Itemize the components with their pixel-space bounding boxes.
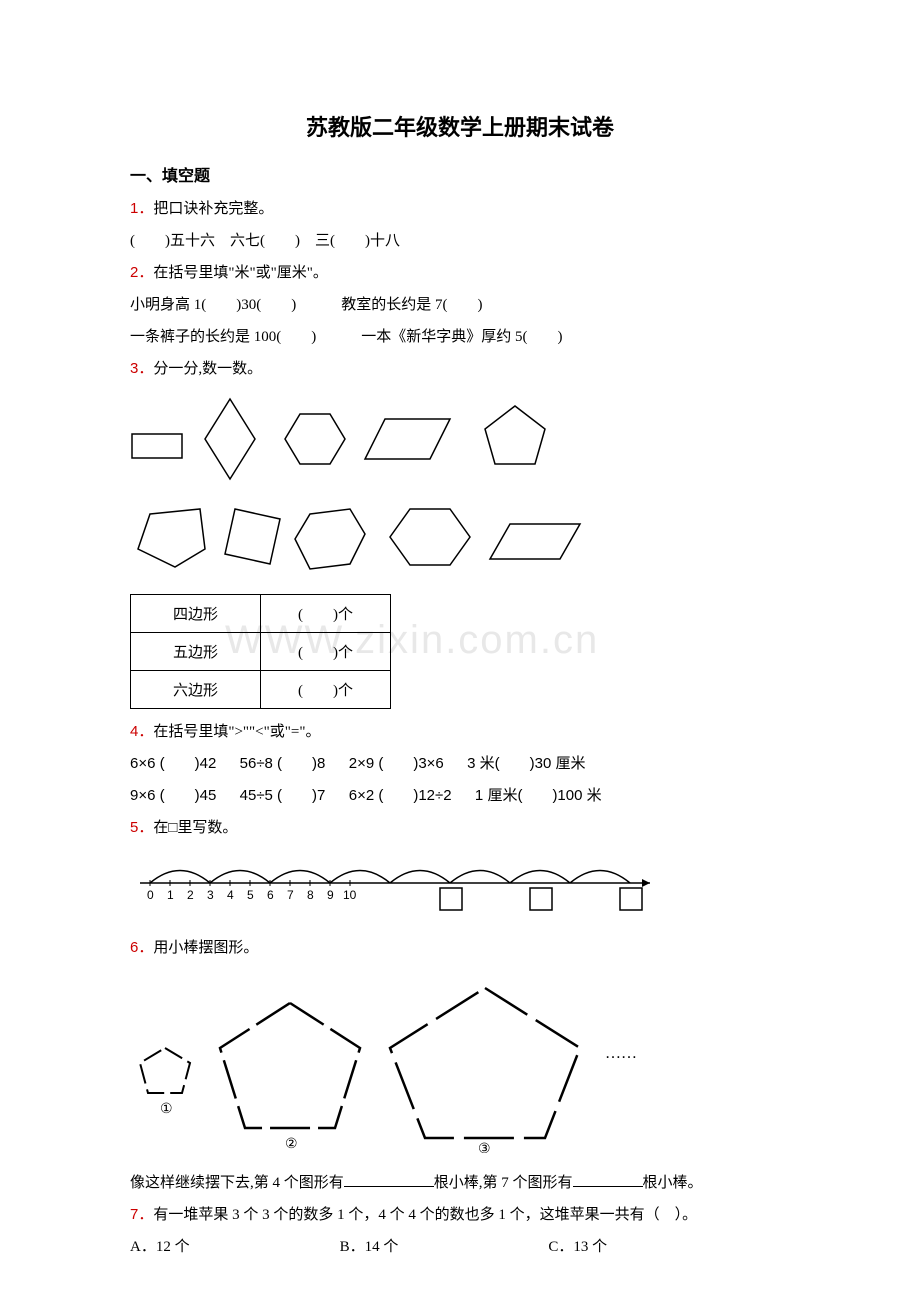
svg-text:9: 9 [327,888,334,902]
q6-num: 6． [130,939,153,956]
cell-label: 六边形 [131,671,261,709]
pentagon-label-2: ② [285,1137,298,1152]
page-title: 苏教版二年级数学上册期末试卷 [130,110,790,142]
cell-label: 四边形 [131,595,261,633]
q2-body: 在括号里填"米"或"厘米"。 [153,265,328,281]
pentagons: ① ② ③ …… [130,973,790,1158]
pentagon-label-1: ① [160,1102,173,1117]
svg-text:6: 6 [267,888,274,902]
number-line: 0 1 2 3 4 5 6 7 8 9 10 [130,853,790,918]
section-1-header: 一、填空题 [130,162,790,186]
q1-line2: ( )五十六 六七( ) 三( )十八 [130,226,790,256]
q5-body: 在□里写数。 [153,820,237,836]
q3-num: 3． [130,360,153,377]
svg-text:0: 0 [147,888,154,902]
pentagons-svg: ① ② ③ …… [130,973,690,1153]
q6-body: 用小棒摆图形。 [153,940,258,956]
q4-line3: 9×6 ( )45 45÷5 ( )7 6×2 ( )12÷2 1 厘米( )1… [130,781,790,811]
cell-value: ( )个 [261,671,391,709]
q7-options: A．12 个 B．14 个 C．13 个 [130,1232,790,1262]
q5-text: 5．在□里写数。 [130,813,790,843]
svg-text:10: 10 [343,888,357,902]
svg-text:4: 4 [227,888,234,902]
svg-text:3: 3 [207,888,214,902]
q3-text: 3．分一分,数一数。 [130,354,790,384]
q1-num: 1． [130,200,153,217]
q6-l2c: 根小棒。 [643,1175,703,1191]
number-line-svg: 0 1 2 3 4 5 6 7 8 9 10 [130,853,660,913]
svg-text:1: 1 [167,888,174,902]
q2-line2: 小明身高 1( )30( ) 教室的长约是 7( ) [130,290,790,320]
q4-body: 在括号里填">""<"或"="。 [153,724,320,740]
q1-text: 1．把口诀补充完整。 [130,194,790,224]
shape-count-table: 四边形 ( )个 五边形 ( )个 六边形 ( )个 [130,594,391,709]
ellipsis: …… [605,1045,637,1062]
shapes-svg-2 [130,499,610,579]
blank-2 [573,1173,643,1187]
table-row: 四边形 ( )个 [131,595,391,633]
option-c: C．13 个 [548,1232,607,1262]
q1-body: 把口诀补充完整。 [153,201,273,217]
q4-line2: 6×6 ( )42 56÷8 ( )8 2×9 ( )3×6 3 米( )30 … [130,749,790,779]
shapes-row-1 [130,394,790,489]
blank-1 [344,1173,434,1187]
shapes-row-2 [130,499,790,584]
table-row: 六边形 ( )个 [131,671,391,709]
q6-l2a: 像这样继续摆下去,第 4 个图形有 [130,1175,344,1191]
q7-body: 有一堆苹果 3 个 3 个的数多 1 个，4 个 4 个的数也多 1 个，这堆苹… [153,1207,697,1223]
q4-text: 4．在括号里填">""<"或"="。 [130,717,790,747]
q2-num: 2． [130,264,153,281]
q6-line2: 像这样继续摆下去,第 4 个图形有 根小棒,第 7 个图形有 根小棒。 [130,1168,790,1198]
svg-text:5: 5 [247,888,254,902]
svg-text:8: 8 [307,888,314,902]
cell-value: ( )个 [261,595,391,633]
q3-body: 分一分,数一数。 [153,361,262,377]
pentagon-label-3: ③ [478,1142,491,1153]
q5-num: 5． [130,819,153,836]
shapes-svg-1 [130,394,610,484]
q7-num: 7． [130,1206,153,1223]
cell-label: 五边形 [131,633,261,671]
table-row: 五边形 ( )个 [131,633,391,671]
q2-text: 2．在括号里填"米"或"厘米"。 [130,258,790,288]
q4-num: 4． [130,723,153,740]
q6-l2b: 根小棒,第 7 个图形有 [434,1175,573,1191]
q7-text: 7．有一堆苹果 3 个 3 个的数多 1 个，4 个 4 个的数也多 1 个，这… [130,1200,790,1230]
cell-value: ( )个 [261,633,391,671]
q6-text: 6．用小棒摆图形。 [130,933,790,963]
svg-text:2: 2 [187,888,194,902]
q2-line3: 一条裤子的长约是 100( ) 一本《新华字典》厚约 5( ) [130,322,790,352]
svg-text:7: 7 [287,888,294,902]
option-a: A．12 个 [130,1232,190,1262]
option-b: B．14 个 [340,1232,399,1262]
